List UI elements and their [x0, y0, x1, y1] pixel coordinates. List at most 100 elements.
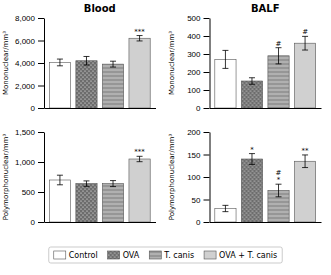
error-bar [83, 181, 89, 186]
error-bar [276, 184, 282, 197]
legend-items: ControlOVAT. canisOVA + T. canis [54, 251, 277, 260]
significance-label: #* [276, 169, 282, 184]
y-axis-line [44, 19, 45, 109]
legend-swatch [54, 251, 66, 259]
panel: 0 500 1,000 1,500 *** Polymorphonuclear/mm³ [2, 128, 156, 227]
bar [102, 64, 123, 108]
legend-item: OVA + T. canis [204, 251, 277, 260]
figure: 02,0004,0006,0008,000***BloodMononuclear… [0, 0, 331, 275]
y-tick-label: 4,000 [15, 59, 36, 68]
y-tick-label: 50 [192, 196, 201, 205]
panel-title: Blood [84, 3, 116, 14]
bar [49, 180, 70, 222]
error-bar [137, 156, 143, 161]
legend-frame [49, 247, 282, 263]
y-tick: 4,000 [15, 59, 44, 68]
significance-line: * [277, 176, 281, 184]
y-axis-title: Mononuclear/mm³ [168, 31, 176, 95]
significance-line: *** [134, 28, 145, 36]
legend-item: OVA [108, 251, 140, 260]
y-tick: 150 [187, 151, 209, 160]
y-tick-label: 200 [187, 128, 201, 137]
significance-label: ** [302, 147, 310, 155]
y-tick-mark [38, 41, 44, 42]
error-bar [276, 48, 282, 64]
error-bar [57, 175, 63, 185]
y-tick-mark [204, 155, 210, 156]
y-tick-mark [38, 192, 44, 193]
legend-swatch [149, 251, 161, 259]
significance-label: # [276, 40, 282, 48]
y-tick-label: 0 [31, 218, 36, 227]
y-tick-mark [204, 177, 210, 178]
annotations: *** [134, 148, 145, 156]
significance-label: *** [134, 28, 145, 36]
legend-label: Control [69, 251, 98, 260]
y-axis-line [44, 133, 45, 223]
y-tick-label: 0 [196, 104, 201, 113]
y-tick-mark [204, 132, 210, 133]
significance-label: * [250, 146, 254, 154]
y-axis-title: Mononuclear/mm³ [2, 31, 10, 95]
error-bar [222, 50, 228, 68]
bar [102, 184, 123, 222]
panel-title: BALF [251, 3, 280, 14]
error-bar [249, 78, 255, 84]
y-axis: 0100200300400500 [187, 14, 210, 113]
y-tick-mark [204, 108, 210, 109]
y-tick: 500 [22, 188, 44, 197]
x-axis-line [210, 222, 322, 223]
y-tick-mark [204, 18, 210, 19]
y-axis-title: Polymorphonuclear/mm³ [168, 134, 176, 221]
y-axis-line [210, 19, 211, 109]
y-tick-label: 300 [187, 50, 201, 59]
y-axis: 0 500 1,000 1,500 [15, 128, 45, 227]
error-bar [302, 155, 308, 168]
y-tick: 200 [187, 68, 209, 77]
legend: ControlOVAT. canisOVA + T. canis [49, 247, 282, 263]
annotations: *** [134, 28, 145, 36]
y-tick-label: 500 [187, 14, 201, 23]
y-tick-label: 6,000 [15, 37, 36, 46]
significance-line: ** [302, 147, 310, 155]
y-axis-line [210, 133, 211, 223]
y-tick: 50 [192, 196, 210, 205]
marks [49, 36, 150, 108]
y-tick-label: 400 [187, 32, 201, 41]
bar [76, 184, 97, 222]
x-axis-line [210, 108, 322, 109]
y-tick-mark [38, 162, 44, 163]
marks [215, 154, 316, 222]
y-tick-mark [204, 72, 210, 73]
y-tick-mark [38, 108, 44, 109]
y-tick-mark [204, 200, 210, 201]
y-tick-label: 0 [31, 104, 36, 113]
y-tick-label: 500 [22, 188, 36, 197]
x-axis [45, 108, 157, 109]
significance-label: *** [134, 148, 145, 156]
x-axis [210, 222, 322, 223]
marks [215, 36, 316, 108]
y-tick-mark [204, 222, 210, 223]
legend-swatch [204, 251, 216, 259]
y-tick: 0 [31, 218, 44, 227]
bar [49, 62, 70, 108]
bar [294, 43, 315, 108]
y-tick: 0 [196, 104, 209, 113]
y-tick-label: 150 [187, 151, 201, 160]
significance-line: * [250, 146, 254, 154]
y-tick-label: 1,000 [15, 158, 36, 167]
significance-line: *** [134, 148, 145, 156]
bar [241, 159, 262, 222]
y-axis-title: Polymorphonuclear/mm³ [2, 134, 10, 221]
y-tick-mark [204, 54, 210, 55]
y-tick: 300 [187, 50, 209, 59]
y-tick-mark [38, 63, 44, 64]
y-tick: 6,000 [15, 37, 44, 46]
y-tick-label: 2,000 [15, 82, 36, 91]
bar [241, 81, 262, 108]
y-tick-label: 1,500 [15, 128, 36, 137]
y-tick: 2,000 [15, 82, 44, 91]
x-axis [210, 108, 322, 109]
y-tick-mark [38, 18, 44, 19]
